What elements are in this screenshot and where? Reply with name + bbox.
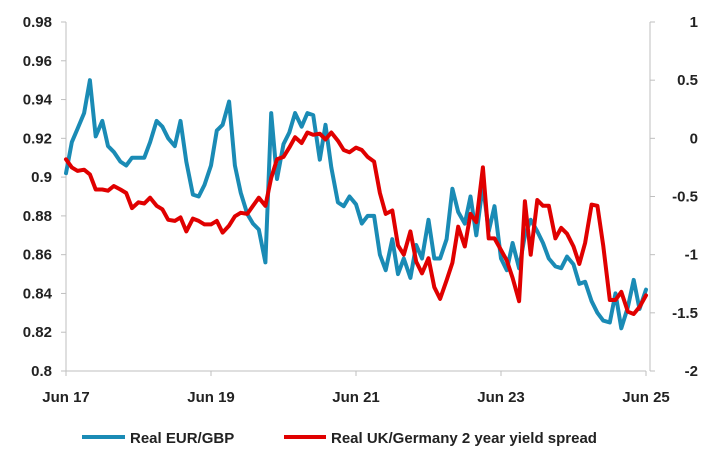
left-y-tick-label: 0.9 bbox=[31, 169, 52, 186]
x-tick-label: Jun 23 bbox=[477, 389, 525, 406]
right-y-tick-label: -2 bbox=[685, 363, 698, 380]
left-y-tick-label: 0.88 bbox=[23, 208, 52, 225]
right-y-tick-label: 0 bbox=[690, 130, 698, 147]
legend-item-yield-spread: Real UK/Germany 2 year yield spread bbox=[284, 430, 597, 447]
left-y-tick-label: 0.98 bbox=[23, 14, 52, 31]
x-tick-label: Jun 17 bbox=[42, 389, 90, 406]
left-y-tick-label: 0.8 bbox=[31, 363, 52, 380]
left-y-tick-label: 0.94 bbox=[23, 92, 53, 109]
x-tick-label: Jun 25 bbox=[622, 389, 670, 406]
left-y-tick-label: 0.92 bbox=[23, 130, 52, 147]
right-y-tick-label: 0.5 bbox=[677, 72, 698, 89]
left-y-tick-label: 0.96 bbox=[23, 53, 52, 70]
left-y-tick-label: 0.82 bbox=[23, 324, 52, 341]
series-line-yield-spread bbox=[64, 130, 648, 316]
series-line-real-eur-gbp bbox=[64, 78, 648, 331]
legend-label: Real EUR/GBP bbox=[130, 430, 234, 447]
x-tick-label: Jun 19 bbox=[187, 389, 235, 406]
series-layer bbox=[64, 78, 648, 331]
right-y-tick-label: 1 bbox=[690, 14, 698, 31]
left-y-tick-label: 0.84 bbox=[23, 285, 53, 302]
right-y-tick-label: -1 bbox=[685, 247, 698, 264]
right-y-tick-label: -0.5 bbox=[672, 189, 698, 206]
left-y-tick-label: 0.86 bbox=[23, 247, 52, 264]
legend-item-real-eur-gbp: Real EUR/GBP bbox=[82, 430, 234, 447]
axes-layer: 0.8 0.82 0.84 0.86 0.88 0.9 0.92 0.94 0.96 0.98 -2… bbox=[23, 14, 698, 406]
legend: Real EUR/GBP Real UK/Germany 2 year yield… bbox=[82, 430, 597, 447]
right-y-tick-label: -1.5 bbox=[672, 305, 698, 322]
x-tick-label: Jun 21 bbox=[332, 389, 380, 406]
legend-label: Real UK/Germany 2 year yield spread bbox=[331, 430, 597, 447]
